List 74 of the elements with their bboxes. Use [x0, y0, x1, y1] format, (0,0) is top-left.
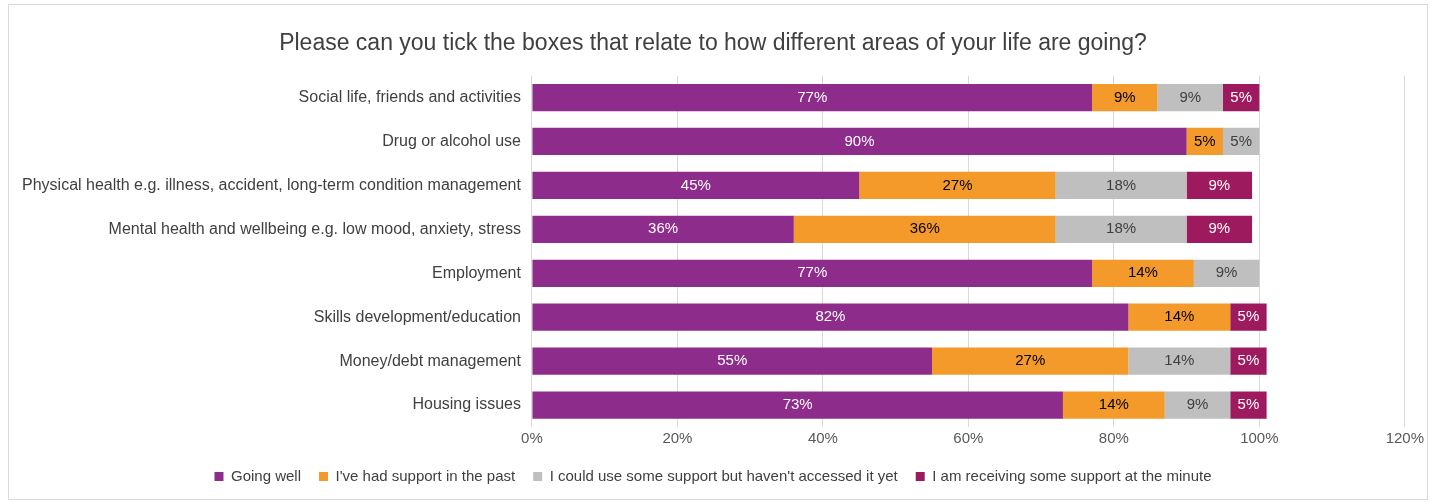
y-tick-label: Social life, friends and activities: [298, 87, 521, 105]
data-label: 77%: [797, 263, 828, 281]
data-label: 27%: [942, 175, 973, 193]
y-tick-label: Skills development/education: [313, 307, 521, 325]
y-tick-label: Money/debt management: [339, 351, 522, 369]
y-tick-label: Housing issues: [412, 395, 521, 413]
data-label: 90%: [844, 131, 875, 149]
data-label: 9%: [1179, 87, 1202, 105]
bar: [1128, 303, 1231, 331]
data-label: 5%: [1237, 351, 1260, 369]
data-label: 9%: [1208, 175, 1231, 193]
bar: [1157, 83, 1223, 112]
data-label: 18%: [1106, 175, 1137, 193]
data-label: 14%: [1164, 351, 1195, 369]
bar: [532, 347, 933, 375]
x-tick-label: 120%: [1385, 429, 1425, 447]
data-label: 36%: [909, 219, 940, 237]
x-tick-label: 80%: [1098, 429, 1129, 447]
bar: [1186, 171, 1253, 200]
legend-label: Going well: [230, 466, 302, 484]
y-tick-label: Employment: [432, 263, 522, 281]
x-tick-label: 60%: [953, 429, 984, 447]
data-label: 14%: [1098, 395, 1129, 413]
bar: [1128, 347, 1231, 375]
data-label: 9%: [1215, 263, 1238, 281]
data-label: 9%: [1208, 219, 1231, 237]
data-label: 5%: [1230, 131, 1252, 149]
data-label: 45%: [680, 175, 711, 193]
bar: [1062, 391, 1165, 419]
data-label: 55%: [717, 351, 748, 369]
x-tick-label: 20%: [662, 429, 693, 447]
legend-label: I am receiving some support at the minute: [932, 466, 1212, 484]
bar: [1164, 391, 1231, 419]
x-tick-label: 0%: [521, 429, 543, 447]
data-label: 18%: [1106, 219, 1137, 237]
data-label: 5%: [1237, 395, 1260, 413]
data-label: 77%: [797, 87, 828, 105]
bar: [532, 83, 1093, 112]
data-label: 14%: [1164, 307, 1195, 325]
bar: [1230, 347, 1267, 375]
bar: [1092, 259, 1194, 287]
data-label: 82%: [815, 307, 846, 325]
data-label: 36%: [648, 219, 679, 237]
data-label: 27%: [1015, 351, 1046, 369]
bar: [532, 259, 1093, 287]
bar: [1186, 215, 1253, 243]
bar: [1193, 259, 1260, 287]
data-label: 9%: [1113, 87, 1136, 105]
x-tick-label: 40%: [807, 429, 838, 447]
y-tick-label: Mental health and wellbeing e.g. low mood, anxiety, stress: [108, 219, 521, 237]
bar: [532, 391, 1063, 419]
data-label: 5%: [1193, 131, 1216, 149]
x-tick-label: 100%: [1240, 429, 1279, 447]
y-tick-label: Physical health e.g. illness, accident, long-term condition management: [22, 175, 522, 193]
bar: [1055, 171, 1187, 200]
data-label: 14%: [1127, 263, 1158, 281]
y-tick-label: Drug or alcohol use: [382, 131, 522, 149]
bar: [793, 215, 1056, 243]
bar: [532, 127, 1187, 156]
chart-title: Please can you tick the boxes that relate to how different areas of your life are going?: [279, 29, 1147, 56]
data-label: 5%: [1230, 87, 1252, 105]
legend-label: I could use some support but haven't accessed it yet: [549, 466, 899, 484]
bar: [859, 171, 1056, 200]
data-label: 73%: [782, 395, 813, 413]
legend-label: I've had support in the past: [335, 466, 516, 484]
bar: [1055, 215, 1187, 243]
data-label: 5%: [1237, 307, 1260, 325]
bar: [532, 171, 860, 200]
data-label: 9%: [1186, 395, 1209, 413]
bar: [532, 215, 794, 243]
bar: [532, 303, 1129, 331]
bar: [932, 347, 1129, 375]
bar: [1230, 391, 1267, 419]
bar: [1092, 83, 1158, 112]
